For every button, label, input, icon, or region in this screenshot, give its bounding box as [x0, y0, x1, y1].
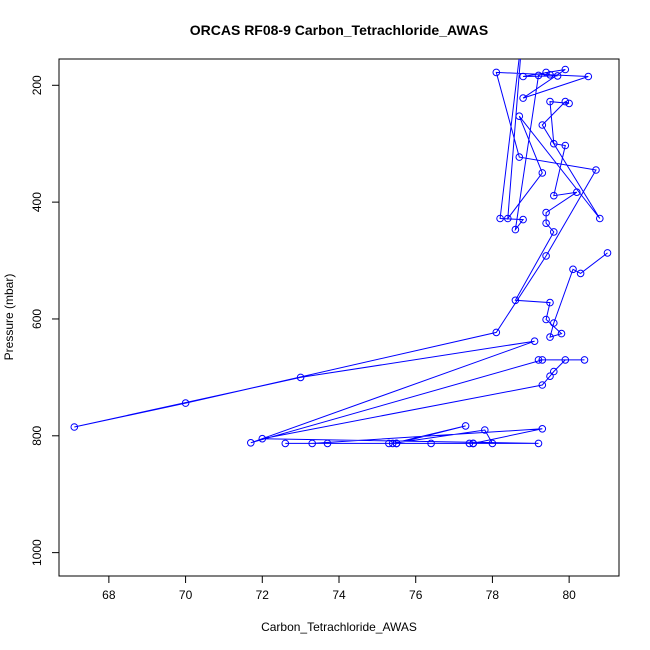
- x-axis: 68 70 72 74 76 78 80: [102, 576, 576, 602]
- x-tick-label: 70: [179, 588, 193, 602]
- x-tick-label: 72: [256, 588, 270, 602]
- x-axis-label: Carbon_Tetrachloride_AWAS: [261, 620, 417, 634]
- data-point: [258, 434, 267, 443]
- data-point: [538, 381, 547, 389]
- data-point: [534, 439, 543, 448]
- data-point: [461, 422, 470, 430]
- data-point: [465, 439, 474, 448]
- data-point: [596, 214, 604, 223]
- data-point: [481, 426, 489, 434]
- data-point: [584, 72, 593, 81]
- x-tick-label: 78: [486, 588, 500, 602]
- chart-title: ORCAS RF08-9 Carbon_Tetrachloride_AWAS: [190, 22, 488, 38]
- data-point: [550, 191, 558, 200]
- data-point: [550, 228, 558, 236]
- data-point: [538, 356, 547, 364]
- data-layer: [70, 59, 612, 448]
- data-point: [561, 97, 570, 106]
- data-point: [519, 72, 527, 81]
- y-tick-label: 200: [30, 75, 44, 95]
- data-point: [546, 298, 554, 307]
- data-point: [519, 215, 527, 224]
- data-point: [496, 214, 504, 223]
- data-point: [546, 71, 554, 79]
- data-point: [181, 399, 190, 407]
- data-point: [550, 139, 558, 148]
- data-point: [576, 269, 585, 278]
- data-point: [392, 439, 401, 448]
- data-point: [530, 337, 539, 346]
- data-point: [550, 367, 558, 376]
- data-point: [388, 439, 397, 448]
- data-point: [538, 121, 547, 129]
- y-axis: 200 400 600 800 1000: [30, 75, 59, 566]
- data-point: [592, 166, 600, 174]
- data-point: [492, 328, 501, 337]
- data-point: [546, 97, 554, 106]
- data-point: [542, 208, 550, 217]
- data-point: [323, 439, 332, 448]
- data-point: [488, 439, 497, 448]
- data-point: [511, 296, 520, 305]
- x-tick-label: 76: [409, 588, 423, 602]
- data-point: [573, 188, 581, 196]
- data-point: [385, 439, 393, 448]
- data-point: [542, 68, 550, 77]
- y-tick-label: 600: [30, 309, 44, 329]
- y-tick-label: 1000: [30, 539, 44, 566]
- y-tick-label: 800: [30, 425, 44, 445]
- x-tick-label: 80: [562, 588, 576, 602]
- data-point: [70, 423, 79, 431]
- data-point: [546, 372, 554, 381]
- data-point: [538, 425, 547, 433]
- data-point: [296, 373, 305, 382]
- x-tick-label: 68: [102, 588, 116, 602]
- data-point: [427, 439, 435, 448]
- data-point: [546, 333, 554, 341]
- data-point: [553, 72, 562, 80]
- data-point: [561, 356, 570, 364]
- series-line: [74, 59, 608, 444]
- data-point: [561, 65, 570, 74]
- data-point: [515, 112, 524, 120]
- data-point: [281, 439, 290, 448]
- data-point: [247, 439, 255, 447]
- data-point: [538, 169, 547, 177]
- data-point: [469, 439, 478, 448]
- data-point: [550, 319, 558, 327]
- data-point: [308, 439, 317, 448]
- y-tick-label: 400: [30, 192, 44, 212]
- data-point: [542, 315, 550, 324]
- data-point: [492, 68, 501, 77]
- data-point: [603, 249, 612, 257]
- data-point: [534, 356, 543, 364]
- data-point: [534, 71, 543, 80]
- data-point: [580, 356, 589, 364]
- data-point: [504, 214, 512, 223]
- data-point: [542, 219, 550, 227]
- data-point: [569, 265, 577, 274]
- data-point: [511, 225, 520, 234]
- data-point: [542, 252, 550, 260]
- y-axis-label: Pressure (mbar): [2, 274, 16, 361]
- data-point: [565, 99, 573, 108]
- data-point: [515, 153, 524, 161]
- data-point: [519, 94, 527, 102]
- data-point: [561, 141, 570, 150]
- data-point: [557, 329, 566, 338]
- x-tick-label: 74: [332, 588, 346, 602]
